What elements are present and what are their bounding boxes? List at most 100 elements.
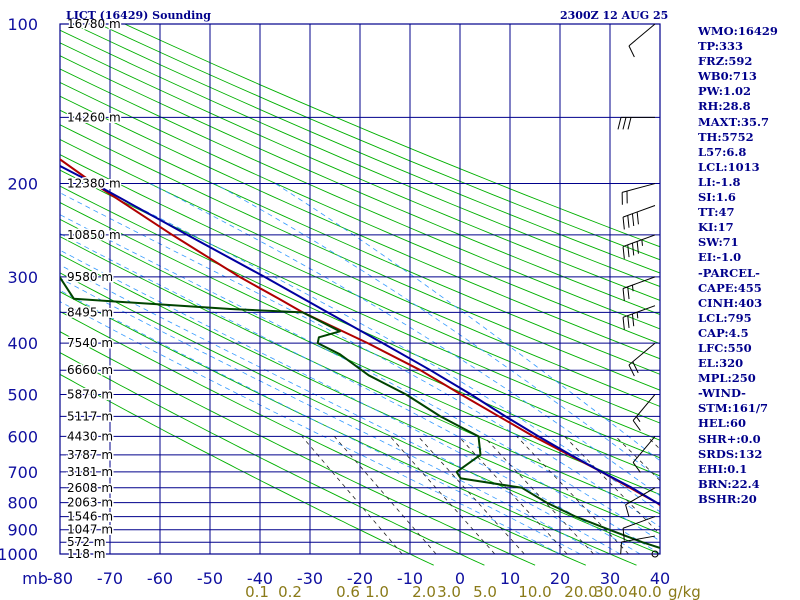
barb-full bbox=[622, 528, 625, 541]
height-label: 14260 m bbox=[67, 110, 121, 124]
pressure-tick-label: 1000 bbox=[0, 545, 38, 564]
height-label: 5870 m bbox=[67, 387, 113, 401]
wind-barb bbox=[622, 305, 656, 330]
temperature-tick-label: -30 bbox=[297, 569, 323, 588]
index-line: LCL:1013 bbox=[698, 159, 760, 174]
dry-adiabat bbox=[60, 331, 536, 566]
barb-full bbox=[622, 217, 625, 230]
barb-full bbox=[636, 211, 639, 225]
barb-full bbox=[628, 364, 635, 377]
barb-half bbox=[636, 312, 639, 319]
barb-full bbox=[632, 361, 639, 374]
mixing-ratio-line bbox=[301, 436, 403, 555]
pressure-tick-label: 600 bbox=[7, 427, 38, 446]
wind-barb bbox=[622, 516, 656, 541]
height-label: 4430 m bbox=[67, 429, 113, 443]
barb-full bbox=[627, 117, 632, 130]
sounding-profiles bbox=[60, 158, 660, 550]
pressure-tick-label: 400 bbox=[7, 334, 38, 353]
index-line: RH:28.8 bbox=[698, 99, 751, 114]
barb-full bbox=[622, 246, 625, 259]
dry-adiabat bbox=[60, 42, 660, 301]
height-label: 1047 m bbox=[67, 523, 113, 537]
index-line: MPL:250 bbox=[698, 371, 756, 386]
barb-full bbox=[622, 288, 625, 301]
wind-barb bbox=[621, 183, 656, 205]
barb-half bbox=[635, 416, 641, 422]
height-label: 8495 m bbox=[67, 305, 113, 319]
mixing-ratio-label: 5.0 bbox=[473, 583, 497, 600]
pressure-unit-label: mb bbox=[22, 569, 48, 588]
index-line: BRN:22.4 bbox=[698, 476, 760, 491]
dry-adiabat bbox=[60, 81, 660, 345]
pressure-tick-label: 900 bbox=[7, 521, 38, 540]
wind-barb bbox=[651, 550, 659, 558]
wind-barb bbox=[620, 535, 656, 555]
height-label: 3181 m bbox=[67, 465, 113, 479]
barb-full bbox=[627, 286, 630, 300]
barb-full bbox=[622, 117, 627, 130]
barb-full bbox=[627, 244, 630, 258]
barb-full bbox=[625, 504, 630, 517]
index-line: MAXT:35.7 bbox=[698, 114, 769, 129]
temperature-tick-label: -10 bbox=[397, 569, 423, 588]
mixing-ratio-label: 3.0 bbox=[437, 583, 461, 600]
index-line: TP:333 bbox=[698, 39, 744, 54]
barb-shaft bbox=[625, 487, 656, 506]
wind-barbs bbox=[617, 23, 659, 558]
dry-adiabat bbox=[60, 253, 660, 535]
mixing-ratio-line bbox=[389, 436, 496, 555]
temperature-tick-label: -60 bbox=[147, 569, 173, 588]
pressure-tick-label: 700 bbox=[7, 463, 38, 482]
mixing-ratio-line bbox=[483, 436, 594, 555]
height-label: 10850 m bbox=[67, 228, 121, 242]
temperature-line bbox=[60, 158, 660, 507]
index-line: SW:71 bbox=[698, 235, 739, 250]
wind-barb bbox=[622, 205, 656, 230]
barb-shaft bbox=[622, 234, 656, 248]
pressure-tick-label: 300 bbox=[7, 268, 38, 287]
temperature-tick-label: -40 bbox=[247, 569, 273, 588]
index-line: TH:5752 bbox=[698, 129, 754, 144]
height-label: 5117 m bbox=[67, 409, 113, 423]
mixing-ratio-line bbox=[615, 436, 660, 482]
barb-shaft bbox=[622, 276, 656, 289]
index-line: FRZ:592 bbox=[698, 54, 753, 69]
mixing-ratio-label: 1.0 bbox=[365, 583, 389, 600]
mixing-ratio-label: 30.0 bbox=[594, 583, 627, 600]
barb-full bbox=[632, 462, 641, 473]
index-line: STM:161/7 bbox=[698, 401, 769, 416]
barb-full bbox=[632, 420, 641, 431]
calm-circle bbox=[651, 550, 659, 558]
mixing-ratio-label: 2.0 bbox=[412, 583, 436, 600]
dry-adiabat bbox=[60, 68, 660, 330]
barb-full bbox=[631, 243, 635, 256]
index-line: L57:6.8 bbox=[698, 144, 747, 159]
mixing-ratio-line bbox=[458, 436, 568, 555]
height-label: 572 m bbox=[67, 535, 105, 549]
dry-adiabat bbox=[60, 169, 660, 441]
barb-full bbox=[628, 45, 635, 58]
temperature-tick-label: -20 bbox=[347, 569, 373, 588]
barb-shaft bbox=[622, 183, 656, 193]
temperature-tick-label: -50 bbox=[197, 569, 223, 588]
height-label: 16780 m bbox=[67, 17, 121, 31]
barb-shaft bbox=[632, 394, 656, 421]
index-line: SHR+:0.0 bbox=[698, 431, 761, 446]
indices-panel: WMO:16429 TP:333 FRZ:592 WB0:713 PW:1.02 RH:2… bbox=[698, 24, 800, 507]
index-line: EI:-1.0 bbox=[698, 250, 742, 265]
barb-half bbox=[641, 239, 643, 246]
barb-shaft bbox=[628, 23, 656, 47]
barb-full bbox=[622, 317, 625, 330]
index-line: SI:1.6 bbox=[698, 190, 736, 205]
wind-barb bbox=[625, 487, 656, 517]
wind-barb bbox=[622, 276, 656, 301]
index-line: WMO:16429 bbox=[698, 24, 778, 38]
height-label: 12380 m bbox=[67, 177, 121, 191]
index-line: CINH:403 bbox=[698, 295, 763, 310]
barb-full bbox=[617, 117, 622, 130]
wind-barb bbox=[617, 116, 655, 130]
pressure-tick-label: 500 bbox=[7, 385, 38, 404]
index-line: KI:17 bbox=[698, 220, 734, 235]
